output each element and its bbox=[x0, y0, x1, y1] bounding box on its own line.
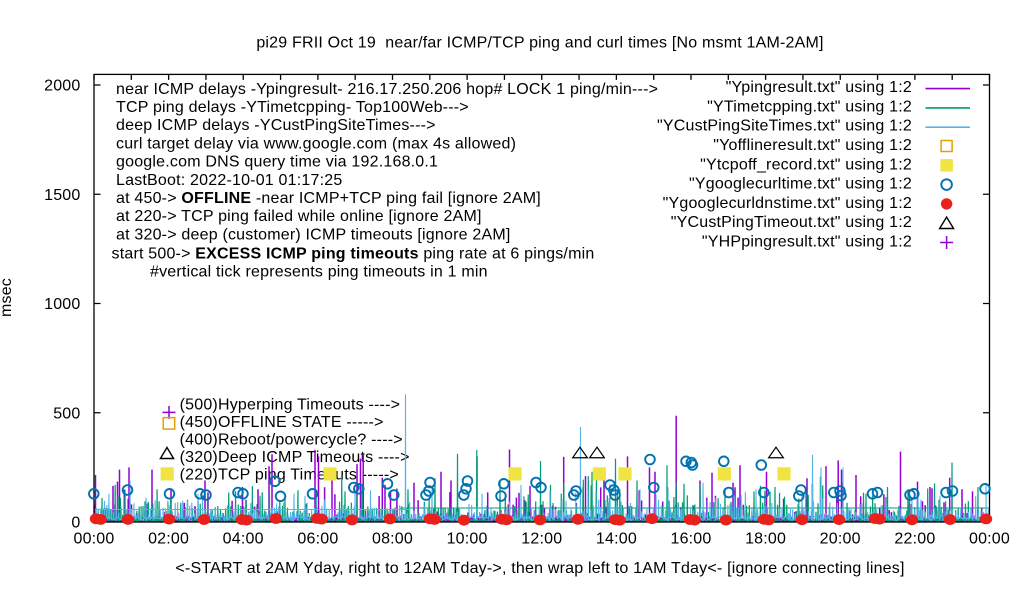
svg-text:near ICMP delays -Ypingresult-: near ICMP delays -Ypingresult- 216.17.25… bbox=[116, 81, 658, 98]
svg-text:"YCustPingSiteTimes.txt" using: "YCustPingSiteTimes.txt" using 1:2 bbox=[657, 118, 912, 135]
svg-text:"YTimetcpping.txt" using 1:2: "YTimetcpping.txt" using 1:2 bbox=[707, 98, 912, 115]
svg-text:at 320-> deep (customer) ICMP: at 320-> deep (customer) ICMP timeouts [… bbox=[116, 226, 511, 243]
svg-text:curl target delay via www.goog: curl target delay via www.google.com (ma… bbox=[116, 135, 516, 152]
svg-text:2000: 2000 bbox=[44, 78, 80, 95]
svg-text:"Ypingresult.txt" using 1:2: "Ypingresult.txt" using 1:2 bbox=[726, 79, 912, 96]
svg-text:(500)Hyperping Timeouts ---->: (500)Hyperping Timeouts ----> bbox=[180, 397, 401, 414]
svg-text:18:00: 18:00 bbox=[745, 531, 786, 548]
svg-text:1500: 1500 bbox=[44, 187, 80, 204]
svg-text:LastBoot: 2022-10-01 01:17:25: LastBoot: 2022-10-01 01:17:25 bbox=[116, 172, 342, 189]
svg-text:08:00: 08:00 bbox=[372, 531, 413, 548]
svg-text:google.com DNS query time via: google.com DNS query time via 192.168.0.… bbox=[116, 154, 438, 171]
svg-text:06:00: 06:00 bbox=[297, 531, 338, 548]
svg-text:deep ICMP delays -YCustPingSit: deep ICMP delays -YCustPingSiteTimes---> bbox=[116, 117, 436, 134]
svg-text:pi29 FRII Oct 19 near/far ICM: pi29 FRII Oct 19 near/far ICMP/TCP ping … bbox=[256, 35, 823, 52]
svg-text:"Yofflineresult.txt" using 1:2: "Yofflineresult.txt" using 1:2 bbox=[713, 137, 912, 154]
svg-text:start 500-> EXCESS ICMP ping: start 500-> EXCESS ICMP ping timeouts pi… bbox=[112, 245, 595, 262]
svg-text:20:00: 20:00 bbox=[820, 531, 861, 548]
svg-text:10:00: 10:00 bbox=[447, 531, 488, 548]
svg-text:"YCustPingTimeout.txt" using 1: "YCustPingTimeout.txt" using 1:2 bbox=[671, 214, 912, 231]
svg-text:500: 500 bbox=[53, 405, 80, 422]
svg-text:at 450-> OFFLINE -near ICMP+: at 450-> OFFLINE -near ICMP+TCP ping fai… bbox=[116, 190, 541, 207]
svg-text:14:00: 14:00 bbox=[596, 531, 637, 548]
svg-text:00:00: 00:00 bbox=[969, 531, 1010, 548]
svg-text:(220)TCP ping Timeouts ----->: (220)TCP ping Timeouts -----> bbox=[180, 467, 399, 484]
svg-text:(400)Reboot/powercycle? ---->: (400)Reboot/powercycle? ----> bbox=[180, 432, 403, 449]
svg-text:"Ytcpoff_record.txt" using 1:2: "Ytcpoff_record.txt" using 1:2 bbox=[700, 156, 912, 173]
svg-text:"Ygooglecurltime.txt" using 1:: "Ygooglecurltime.txt" using 1:2 bbox=[689, 176, 912, 193]
svg-text:22:00: 22:00 bbox=[894, 531, 935, 548]
svg-text:16:00: 16:00 bbox=[670, 531, 711, 548]
svg-text:"Ygooglecurldnstime.txt" using: "Ygooglecurldnstime.txt" using 1:2 bbox=[663, 195, 912, 212]
svg-text:1000: 1000 bbox=[44, 296, 80, 313]
svg-text:at 220-> TCP ping failed while: at 220-> TCP ping failed while online [i… bbox=[116, 208, 482, 225]
svg-text:(320)Deep ICMP Timeouts ---->: (320)Deep ICMP Timeouts ----> bbox=[180, 449, 410, 466]
svg-text:"YHPpingresult.txt" using 1:2: "YHPpingresult.txt" using 1:2 bbox=[702, 234, 912, 251]
svg-text:00:00: 00:00 bbox=[73, 531, 114, 548]
svg-text:02:00: 02:00 bbox=[148, 531, 189, 548]
svg-text:12:00: 12:00 bbox=[521, 531, 562, 548]
svg-text:04:00: 04:00 bbox=[223, 531, 264, 548]
svg-text:msec: msec bbox=[0, 278, 15, 317]
svg-text:0: 0 bbox=[71, 515, 80, 532]
svg-text:(450)OFFLINE STATE ----->: (450)OFFLINE STATE -----> bbox=[180, 414, 384, 431]
svg-text:#vertical tick represents ping: #vertical tick represents ping timeouts … bbox=[150, 264, 488, 281]
svg-text:TCP ping delays -YTimetcpping-: TCP ping delays -YTimetcpping- Top100Web… bbox=[116, 99, 469, 116]
svg-text:<-START at 2AM Yday, right to: <-START at 2AM Yday, right to 12AM Tday-… bbox=[175, 560, 904, 577]
